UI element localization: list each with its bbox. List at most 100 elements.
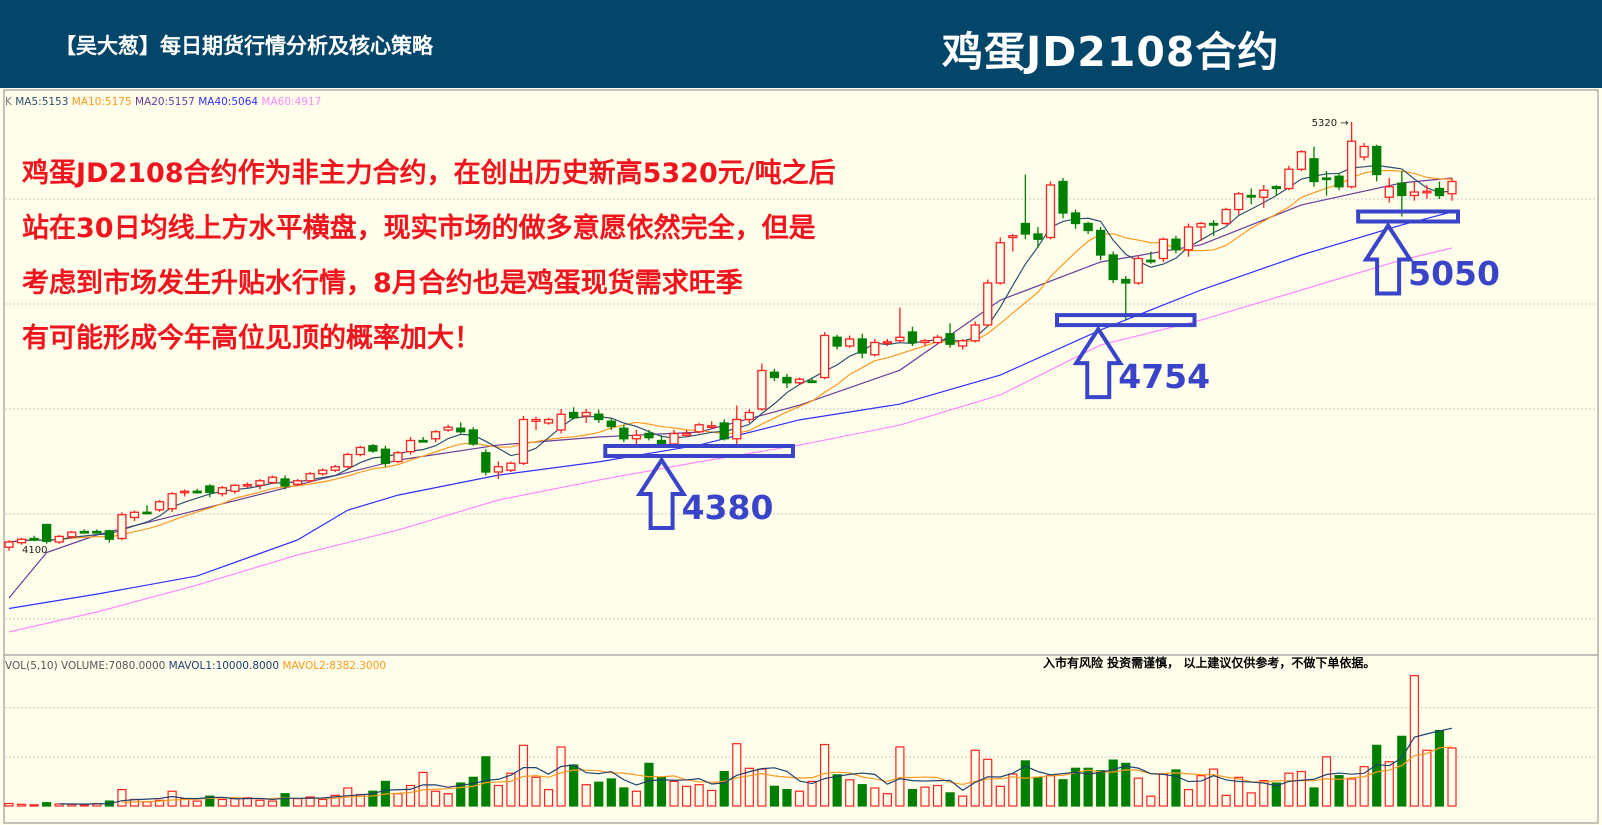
volume-bar <box>958 795 968 807</box>
candle-up <box>732 418 742 440</box>
volume-bar <box>681 785 692 807</box>
candle-down <box>29 537 39 541</box>
candle-up <box>292 480 303 485</box>
candle-up <box>217 487 227 495</box>
analysis-text: 鸡蛋JD2108合约作为非主力合约，在创出历史新高5320元/吨之后 站在30日… <box>22 146 836 366</box>
volume-bar <box>1083 767 1093 807</box>
candle-down <box>1096 229 1106 256</box>
volume-legend: VOL(5,10) VOLUME:7080.0000 MAVOL1:10000.… <box>5 660 386 672</box>
candle-down <box>92 530 102 534</box>
volume-bar <box>845 779 855 807</box>
volume-bar <box>1208 768 1219 807</box>
legend-mavol1: MAVOL1:10000.8000 <box>168 660 280 672</box>
volume-bar <box>29 804 39 807</box>
candle-up <box>1183 226 1194 251</box>
volume-bar <box>807 780 817 807</box>
volume-bar <box>1108 759 1118 807</box>
volume-bar <box>305 796 315 807</box>
candle-up <box>1384 186 1394 198</box>
candle-up <box>1422 190 1432 194</box>
legend-k: K <box>5 96 12 108</box>
volume-bar <box>1221 794 1231 807</box>
candle-up <box>117 514 127 540</box>
low-price-label: 4100 <box>22 545 47 556</box>
volume-bar <box>1246 792 1256 807</box>
candle-up <box>242 483 253 487</box>
volume-bar <box>117 789 127 807</box>
candle-down <box>569 411 579 419</box>
volume-bar <box>431 790 441 807</box>
candle-down <box>1083 222 1093 232</box>
volume-bar <box>882 793 892 807</box>
volume-bar <box>719 770 729 807</box>
candle-down <box>380 448 391 464</box>
support-level-label: 4380 <box>681 488 774 527</box>
volume-bar <box>1183 789 1194 807</box>
candle-up <box>405 439 416 453</box>
brand-title: 【吴大葱】每日期货行情分析及核心策略 <box>55 34 433 58</box>
candle-up <box>581 411 591 417</box>
header-bar: 【吴大葱】每日期货行情分析及核心策略 鸡蛋JD2108合约 <box>0 0 1602 88</box>
candle-down <box>1246 194 1256 198</box>
candle-up <box>506 462 516 471</box>
volume-bar <box>782 789 792 807</box>
candle-up <box>1409 191 1420 197</box>
candle-down <box>1070 212 1081 225</box>
candle-up <box>1221 208 1231 225</box>
candle-up <box>16 538 27 544</box>
up-arrow-icon <box>1362 221 1414 296</box>
volume-bar <box>167 790 177 807</box>
candle-down <box>1108 254 1118 281</box>
volume-bar <box>694 784 704 807</box>
volume-bar <box>870 787 880 807</box>
volume-bar <box>1384 761 1394 807</box>
volume-bar <box>79 804 89 807</box>
volume-bar <box>1372 744 1382 807</box>
candle-down <box>79 530 89 534</box>
volume-bar <box>330 794 340 807</box>
candle-down <box>656 439 667 445</box>
candle-up <box>1158 238 1169 260</box>
candle-up <box>669 432 679 445</box>
price-legend: K MA5:5153 MA10:5175 MA20:5157 MA40:5064… <box>5 96 321 108</box>
candle-down <box>468 429 478 445</box>
candle-up <box>845 338 855 347</box>
volume-bar <box>1259 779 1269 807</box>
candle-up <box>920 340 930 344</box>
candle-up <box>870 341 880 356</box>
volume-bar <box>531 776 541 807</box>
ma5-line <box>8 164 1453 543</box>
candle-down <box>1020 222 1031 235</box>
candle-down <box>456 427 466 433</box>
volume-bar <box>1296 770 1307 807</box>
candle-down <box>945 333 955 345</box>
candle-down <box>619 427 629 440</box>
volume-bar <box>794 790 805 807</box>
candle-up <box>493 466 504 473</box>
volume-bar <box>142 801 152 807</box>
volume-bar <box>230 798 240 807</box>
support-level-label: 5050 <box>1408 253 1500 293</box>
candle-up <box>631 434 642 440</box>
volume-bar <box>769 785 780 807</box>
volume-bar <box>368 790 378 807</box>
analysis-line: 鸡蛋JD2108合约作为非主力合约，在创出历史新高5320元/吨之后 <box>22 158 836 189</box>
volume-bar <box>983 758 993 807</box>
analysis-line: 有可能形成今年高位见顶的概率加大！ <box>22 323 481 354</box>
volume-bar <box>945 792 955 807</box>
candle-up <box>1447 180 1457 195</box>
volume-bar <box>581 784 591 807</box>
candle-up <box>882 341 892 344</box>
volume-bar <box>895 746 905 807</box>
candle-up <box>230 484 240 492</box>
candle-up <box>694 424 704 433</box>
candle-up <box>267 476 278 484</box>
up-arrow-icon <box>1072 325 1124 400</box>
volume-bar <box>656 776 667 807</box>
volume-bar <box>1359 766 1369 807</box>
up-arrow-icon <box>635 456 688 530</box>
volume-bar <box>631 790 641 807</box>
candle-up <box>305 473 315 482</box>
volume-bar <box>1434 729 1445 807</box>
